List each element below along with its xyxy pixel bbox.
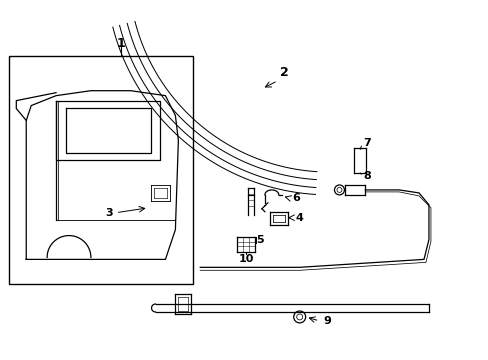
Text: 4: 4: [295, 213, 303, 223]
Text: 9: 9: [323, 316, 331, 326]
Text: 10: 10: [238, 255, 253, 264]
Text: 6: 6: [291, 193, 299, 203]
Bar: [9, 56, 193, 284]
Text: 7: 7: [363, 138, 370, 148]
Text: 8: 8: [363, 171, 370, 181]
Text: 2: 2: [280, 66, 288, 79]
Text: 1: 1: [116, 37, 125, 50]
Text: 3: 3: [105, 208, 112, 218]
Text: 5: 5: [256, 234, 263, 244]
